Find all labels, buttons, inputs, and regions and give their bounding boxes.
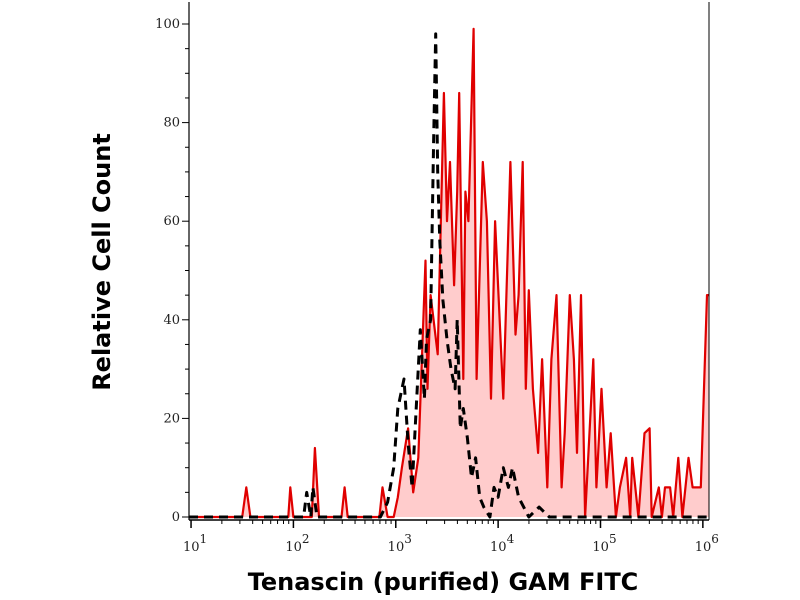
y-tick-label: 40 bbox=[163, 313, 180, 328]
x-tick-label: 103 bbox=[388, 532, 412, 555]
y-tick-label: 100 bbox=[155, 17, 180, 32]
x-axis-title: Tenascin (purified) GAM FITC bbox=[248, 568, 639, 596]
x-tick-base: 10 bbox=[285, 540, 302, 555]
x-tick-exponent: 2 bbox=[302, 532, 310, 546]
x-tick-exponent: 5 bbox=[609, 532, 617, 546]
series-line-control bbox=[189, 32, 709, 519]
x-tick-exponent: 6 bbox=[711, 532, 719, 546]
y-tick-label: 80 bbox=[163, 116, 180, 131]
x-tick-exponent: 4 bbox=[507, 532, 515, 546]
series-layer bbox=[189, 27, 709, 519]
x-tick-label: 105 bbox=[592, 532, 616, 555]
x-tick-base: 10 bbox=[490, 540, 507, 555]
y-tick-label: 20 bbox=[163, 411, 180, 426]
series-fill-stained bbox=[189, 28, 709, 518]
x-tick-label: 106 bbox=[695, 532, 719, 555]
x-tick-label: 102 bbox=[285, 532, 309, 555]
y-tick-label: 60 bbox=[163, 214, 180, 229]
x-tick-exponent: 3 bbox=[404, 532, 412, 546]
x-tick-base: 10 bbox=[388, 540, 405, 555]
x-tick-base: 10 bbox=[592, 540, 609, 555]
x-tick-label: 101 bbox=[183, 532, 207, 555]
x-tick-base: 10 bbox=[695, 540, 712, 555]
x-tick-base: 10 bbox=[183, 540, 200, 555]
y-tick-label: 0 bbox=[172, 510, 180, 525]
x-tick-exponent: 1 bbox=[200, 532, 208, 546]
x-tick-label: 104 bbox=[490, 532, 515, 555]
series-line-stained bbox=[189, 27, 709, 519]
y-axis-title: Relative Cell Count bbox=[88, 133, 116, 391]
